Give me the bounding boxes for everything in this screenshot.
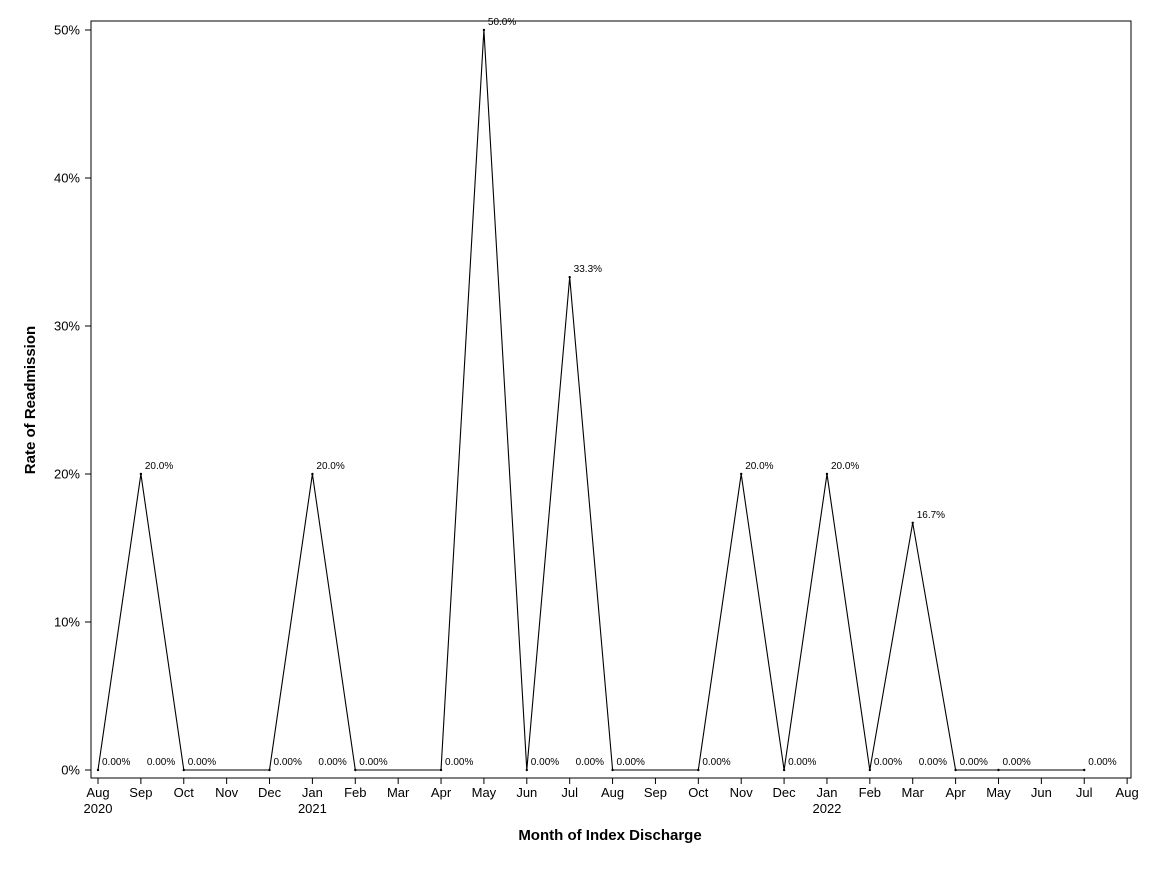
x-tick-label: Dec	[258, 785, 282, 800]
y-tick-label: 50%	[54, 23, 80, 38]
y-axis: 0% 10% 20% 30% 40% 50%	[54, 23, 91, 778]
x-tick-label: Aug	[1116, 785, 1139, 800]
x-tick-label: Jul	[561, 785, 578, 800]
data-label: 0.00%	[531, 757, 559, 768]
x-tick-label: Feb	[344, 785, 366, 800]
data-label: 16.7%	[917, 510, 945, 521]
data-point	[868, 768, 872, 772]
x-tick-label: May	[472, 785, 497, 800]
x-tick-label: Jun	[516, 785, 537, 800]
x-tick-label: Oct	[688, 785, 709, 800]
x-tick-label: Aug	[601, 785, 624, 800]
data-point	[311, 472, 314, 476]
x-tick-label: Feb	[859, 785, 881, 800]
y-tick-label: 30%	[54, 319, 80, 334]
data-point	[911, 521, 914, 525]
y-tick-label: 40%	[54, 171, 80, 186]
data-label: 0.00%	[1002, 757, 1030, 768]
y-tick-label: 0%	[61, 763, 80, 778]
series-line	[97, 29, 1085, 771]
y-tick-label: 20%	[54, 467, 80, 482]
data-point	[139, 472, 143, 476]
x-tick-label: Jun	[1031, 785, 1052, 800]
data-label: 0.00%	[318, 757, 346, 768]
data-label: 0.00%	[617, 757, 645, 768]
data-label: 33.3%	[574, 264, 602, 275]
data-label-layer: 0.00% 20.0% 0.00% 0.00% 20.0% 0.00% 0.00% 50.0%…	[102, 17, 1117, 768]
x-tick-label: Jan	[816, 785, 837, 800]
data-point	[611, 768, 614, 772]
x-tick-year-label: 2020	[84, 801, 113, 816]
data-label: 20.0%	[831, 461, 859, 472]
series-layer	[96, 28, 1086, 772]
x-tick-label: Nov	[730, 785, 754, 800]
data-label: 0.00%	[147, 757, 175, 768]
data-point	[825, 472, 829, 476]
y-axis-title: Rate of Readmission	[22, 326, 39, 474]
x-tick-year-label: 2021	[298, 801, 327, 816]
data-label: 0.00%	[1088, 757, 1116, 768]
data-point	[782, 768, 786, 772]
x-tick-label: Sep	[644, 785, 667, 800]
x-tick-label: May	[986, 785, 1011, 800]
data-label: 20.0%	[745, 461, 773, 472]
data-label: 20.0%	[145, 461, 173, 472]
x-tick-label: Apr	[431, 785, 452, 800]
data-label: 50.0%	[488, 17, 516, 28]
data-label: 0.00%	[919, 757, 947, 768]
data-label: 0.00%	[102, 757, 130, 768]
y-tick-label: 10%	[54, 615, 80, 630]
data-point	[1083, 768, 1086, 772]
x-tick-label: Mar	[902, 785, 925, 800]
x-tick-label: Jan	[302, 785, 323, 800]
data-label: 0.00%	[359, 757, 387, 768]
x-tick-label: Sep	[129, 785, 152, 800]
x-axis-title: Month of Index Discharge	[518, 827, 701, 844]
data-label: 0.00%	[274, 757, 302, 768]
data-point	[482, 28, 486, 32]
data-label: 0.00%	[788, 757, 816, 768]
data-point	[525, 768, 528, 772]
data-point	[439, 768, 443, 772]
data-point	[568, 275, 571, 279]
data-point	[997, 768, 1000, 772]
x-tick-year-label: 2022	[812, 801, 841, 816]
data-label: 20.0%	[316, 461, 344, 472]
data-label: 0.00%	[702, 757, 730, 768]
data-label: 0.00%	[576, 757, 604, 768]
x-tick-label: Mar	[387, 785, 410, 800]
data-point	[268, 768, 271, 772]
data-point	[954, 768, 957, 772]
x-tick-label: Nov	[215, 785, 239, 800]
data-point	[697, 768, 700, 772]
data-point	[354, 768, 357, 772]
data-point	[182, 768, 185, 772]
data-label: 0.00%	[188, 757, 216, 768]
x-tick-label: Jul	[1076, 785, 1093, 800]
data-point	[740, 472, 743, 476]
data-label: 0.00%	[445, 757, 473, 768]
data-label: 0.00%	[960, 757, 988, 768]
x-tick-label: Apr	[945, 785, 966, 800]
plot-frame	[90, 20, 1132, 779]
x-tick-label: Oct	[174, 785, 195, 800]
x-tick-label: Dec	[773, 785, 797, 800]
data-label: 0.00%	[874, 757, 902, 768]
x-tick-label: Aug	[86, 785, 109, 800]
data-point	[96, 768, 100, 772]
